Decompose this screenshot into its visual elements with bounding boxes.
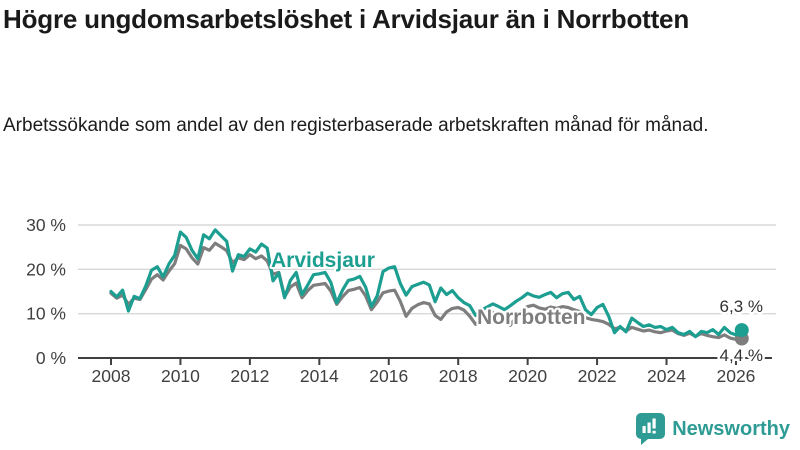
series-label-arvidsjaur: Arvidsjaur	[271, 249, 375, 272]
x-axis-tick-label: 2024	[647, 366, 686, 386]
chart-plot-area: 30 % 20 % 10 % 0 % 2008 2010 2012 2014 2016 2018 2…	[26, 215, 776, 386]
end-dot-arvidsjaur	[734, 323, 749, 338]
x-axis-tick-label: 2018	[439, 366, 478, 386]
x-axis-tick-label: 2026	[716, 366, 755, 386]
end-value-label-arvidsjaur: 6,3 %	[720, 297, 763, 316]
x-axis-tick-label: 2012	[230, 366, 269, 386]
y-axis-tick-label: 30 %	[26, 215, 66, 235]
y-axis-tick-label: 0 %	[36, 348, 66, 368]
x-axis-tick-label: 2008	[92, 366, 131, 386]
end-value-label-norrbotten: 4,4 %	[720, 346, 763, 365]
x-axis-tick-label: 2022	[578, 366, 617, 386]
y-axis-tick-label: 20 %	[26, 259, 66, 279]
series-line-norrbotten	[109, 241, 744, 341]
series-label-norrbotten: Norrbotten	[477, 306, 586, 329]
bar-chart-speech-bubble-icon	[636, 413, 666, 445]
series-line-arvidsjaur	[109, 228, 744, 339]
chart-title: Högre ungdomsarbetslöshet i Arvidsjaur ä…	[3, 4, 689, 34]
newsworthy-logo-text: Newsworthy	[672, 417, 790, 440]
x-axis-tick-label: 2010	[161, 366, 200, 386]
newsworthy-logo: Newsworthy	[636, 412, 790, 446]
x-axis-tick-label: 2020	[508, 366, 547, 386]
chart-subtitle: Arbetssökande som andel av den registerb…	[3, 115, 709, 136]
x-axis-tick-label: 2014	[300, 366, 339, 386]
x-axis-tick-label: 2016	[369, 366, 408, 386]
y-axis-tick-label: 10 %	[26, 304, 66, 324]
